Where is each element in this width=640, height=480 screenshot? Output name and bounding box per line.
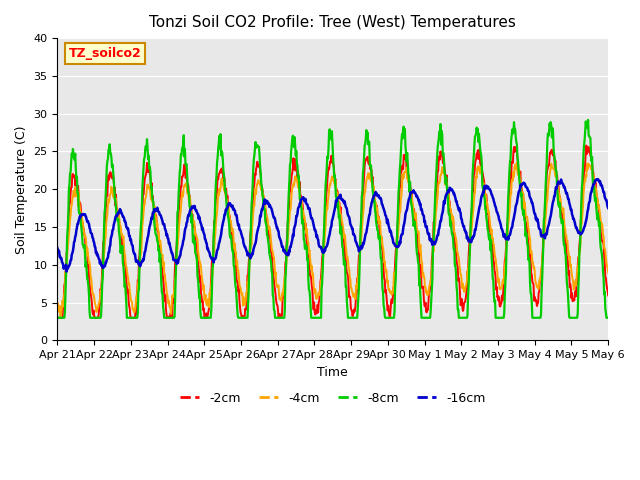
Legend: -2cm, -4cm, -8cm, -16cm: -2cm, -4cm, -8cm, -16cm	[175, 387, 490, 410]
Y-axis label: Soil Temperature (C): Soil Temperature (C)	[15, 125, 28, 253]
Text: TZ_soilco2: TZ_soilco2	[68, 47, 141, 60]
X-axis label: Time: Time	[317, 366, 348, 379]
Title: Tonzi Soil CO2 Profile: Tree (West) Temperatures: Tonzi Soil CO2 Profile: Tree (West) Temp…	[149, 15, 516, 30]
